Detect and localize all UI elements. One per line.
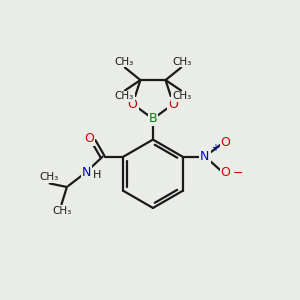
Text: CH₃: CH₃ — [115, 57, 134, 67]
Text: CH₃: CH₃ — [52, 206, 71, 216]
Text: O: O — [84, 132, 94, 146]
Text: O: O — [168, 98, 178, 110]
Text: O: O — [128, 98, 138, 110]
Text: O: O — [221, 136, 231, 149]
Text: CH₃: CH₃ — [39, 172, 59, 182]
Text: +: + — [211, 143, 219, 153]
Text: O: O — [221, 166, 231, 179]
Text: CH₃: CH₃ — [172, 92, 191, 101]
Text: CH₃: CH₃ — [115, 92, 134, 101]
Text: N: N — [82, 166, 91, 178]
Text: B: B — [149, 112, 157, 125]
Text: CH₃: CH₃ — [172, 57, 191, 67]
Text: −: − — [232, 167, 243, 180]
Text: N: N — [200, 150, 210, 163]
Text: H: H — [93, 170, 101, 180]
